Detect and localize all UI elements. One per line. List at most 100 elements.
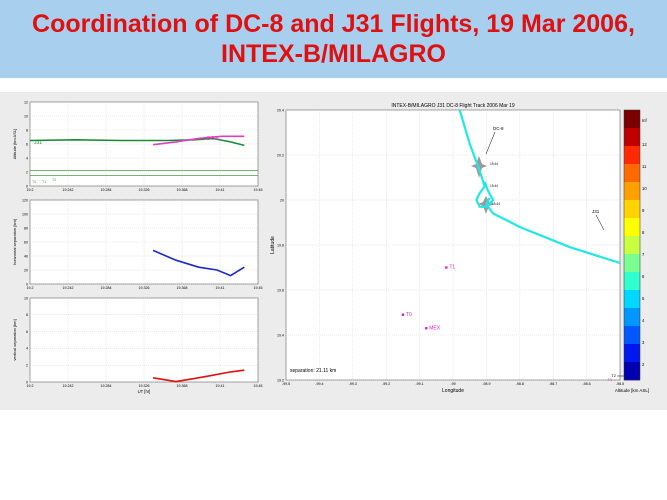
map-x-tick-label: -98.8 (516, 382, 524, 386)
colorbar-segment (624, 164, 640, 183)
series-label-dc8: DC-8 (207, 136, 219, 142)
x-tick-label: 19.326 (139, 188, 150, 192)
map-x-tick-label: -99.4 (315, 382, 323, 386)
map-x-tick-label: -98.7 (549, 382, 557, 386)
map-x-tick-label: -98.9 (482, 382, 490, 386)
x-tick-label: 19.45 (254, 188, 263, 192)
colorbar-segment (624, 218, 640, 237)
y-tick-label: 2 (26, 364, 28, 368)
map-y-tick-label: 20 (280, 198, 284, 202)
separation-label: separation: 21.11 km (290, 368, 336, 374)
y-tick-label: 120 (22, 198, 28, 202)
annotation-j31: J31 (592, 209, 600, 214)
colorbar-tick-label: 8 (642, 230, 645, 235)
site-label-t2: T2 (52, 178, 56, 182)
colorbar-tick-label: 7 (642, 252, 645, 257)
colorbar-site-label-t1: T1 (608, 378, 612, 382)
map-x-tick-label: -99 (450, 382, 455, 386)
site-label-t0: T0 (32, 180, 36, 184)
colorbar-tick-label: 3 (642, 340, 645, 345)
y-tick-label: 100 (22, 212, 28, 216)
colorbar-frame (623, 109, 641, 381)
site-label-t1: T1 (449, 265, 455, 271)
x-tick-label: 19.368 (177, 188, 188, 192)
series-line-altitude-0 (29, 137, 245, 147)
colorbar-segment (624, 128, 640, 147)
map-title: INTEX-B/MILAGRO J31 DC-8 Flight Track 20… (391, 103, 515, 109)
colorbar-segment (624, 308, 640, 327)
x-tick-label: 19.368 (177, 286, 188, 290)
x-tick-label: 19.326 (139, 384, 150, 388)
colorbar-tick-label: 4 (642, 318, 645, 323)
colorbar-segment (624, 272, 640, 291)
site-marker-mex (425, 327, 428, 330)
site-label-t1: T1 (42, 180, 46, 184)
slide-title-line-2: INTEX-B/MILAGRO (221, 40, 446, 68)
y-axis-label: Altitude [km ASL] (12, 129, 17, 159)
colorbar-tick-label: 6 (642, 274, 645, 279)
time-annotation: 19.44 (490, 184, 498, 188)
map-x-tick-label: -99.5 (282, 382, 290, 386)
figure-panel: 19.2 19.242 19.284 19.326 19.368 19.41 19.45 0 2… (0, 92, 667, 410)
colorbar-tick-label: 2 (642, 362, 645, 367)
y-tick-label: 40 (24, 254, 28, 258)
x-tick-label: 19.242 (63, 188, 74, 192)
y-tick-label: 10 (24, 114, 28, 118)
colorbar-label: Altitude [km ASL] (615, 388, 649, 393)
site-marker-t1 (445, 266, 448, 269)
colorbar-site-label-t2: T2 (611, 373, 616, 378)
y-tick-label: 8 (26, 128, 28, 132)
x-tick-label: 19.41 (216, 384, 225, 388)
x-tick-label: 19.2 (27, 286, 34, 290)
map-y-axis-label: Latitude (270, 236, 276, 254)
y-tick-label: 0 (26, 282, 28, 286)
x-tick-label: 19.41 (216, 286, 225, 290)
map-x-axis-label: Longitude (442, 388, 464, 394)
y-tick-label: 0 (26, 184, 28, 188)
colorbar-segment (624, 200, 640, 219)
y-tick-label: 6 (26, 330, 28, 334)
map-x-tick-label: -98.5 (616, 382, 624, 386)
map-y-tick-label: 19.6 (277, 288, 284, 292)
series-line-vertical-0 (152, 369, 245, 383)
y-tick-label: 0 (26, 380, 28, 384)
track-line-j31 (485, 197, 621, 265)
slide-title-line-1: Coordination of DC-8 and J31 Flights, 19… (32, 10, 635, 38)
site-marker-t0 (401, 313, 405, 316)
x-tick-label: 19.242 (63, 286, 74, 290)
colorbar-segment (624, 290, 640, 309)
colorbar-segment (624, 254, 640, 273)
colorbar-segment (624, 236, 640, 255)
y-tick-label: 2 (26, 170, 28, 174)
x-tick-label: 19.2 (27, 188, 34, 192)
site-label-mex: MEX (429, 325, 441, 331)
annotation-arrow-j31 (595, 214, 605, 231)
y-tick-label: 60 (24, 240, 28, 244)
x-tick-label: 19.326 (139, 286, 150, 290)
map-y-tick-label: 19.8 (277, 243, 284, 247)
y-tick-label: 10 (24, 296, 28, 300)
y-tick-label: 4 (26, 347, 28, 351)
x-tick-label: 19.2 (27, 384, 34, 388)
y-tick-label: 80 (24, 226, 28, 230)
map-y-tick-label: 19.2 (277, 378, 284, 382)
series-label-j31: J31 (34, 140, 42, 146)
x-tick-label: 19.242 (63, 384, 74, 388)
y-tick-label: 20 (24, 268, 28, 272)
time-annotation: 19.44 (490, 162, 498, 166)
track-line-dc-8 (458, 109, 495, 208)
x-tick-label: 19.284 (101, 286, 112, 290)
y-tick-label: 6 (26, 142, 28, 146)
annotation-dc8: DC-8 (493, 126, 504, 131)
x-axis-label: UT [hr] (138, 389, 151, 394)
x-tick-label: 19.45 (254, 384, 263, 388)
colorbar-segment (624, 146, 640, 165)
site-label-t0: T0 (406, 312, 412, 318)
colorbar-top-label: Inf (642, 118, 647, 123)
map-y-tick-label: 20.4 (277, 108, 284, 112)
colorbar-segment (624, 110, 640, 129)
colorbar-tick-label: 9 (642, 208, 645, 213)
title-banner: Coordination of DC-8 and J31 Flights, 19… (0, 0, 667, 78)
colorbar-tick-label: 10 (642, 186, 647, 191)
y-axis-label: horizontal separation [km] (12, 219, 17, 265)
